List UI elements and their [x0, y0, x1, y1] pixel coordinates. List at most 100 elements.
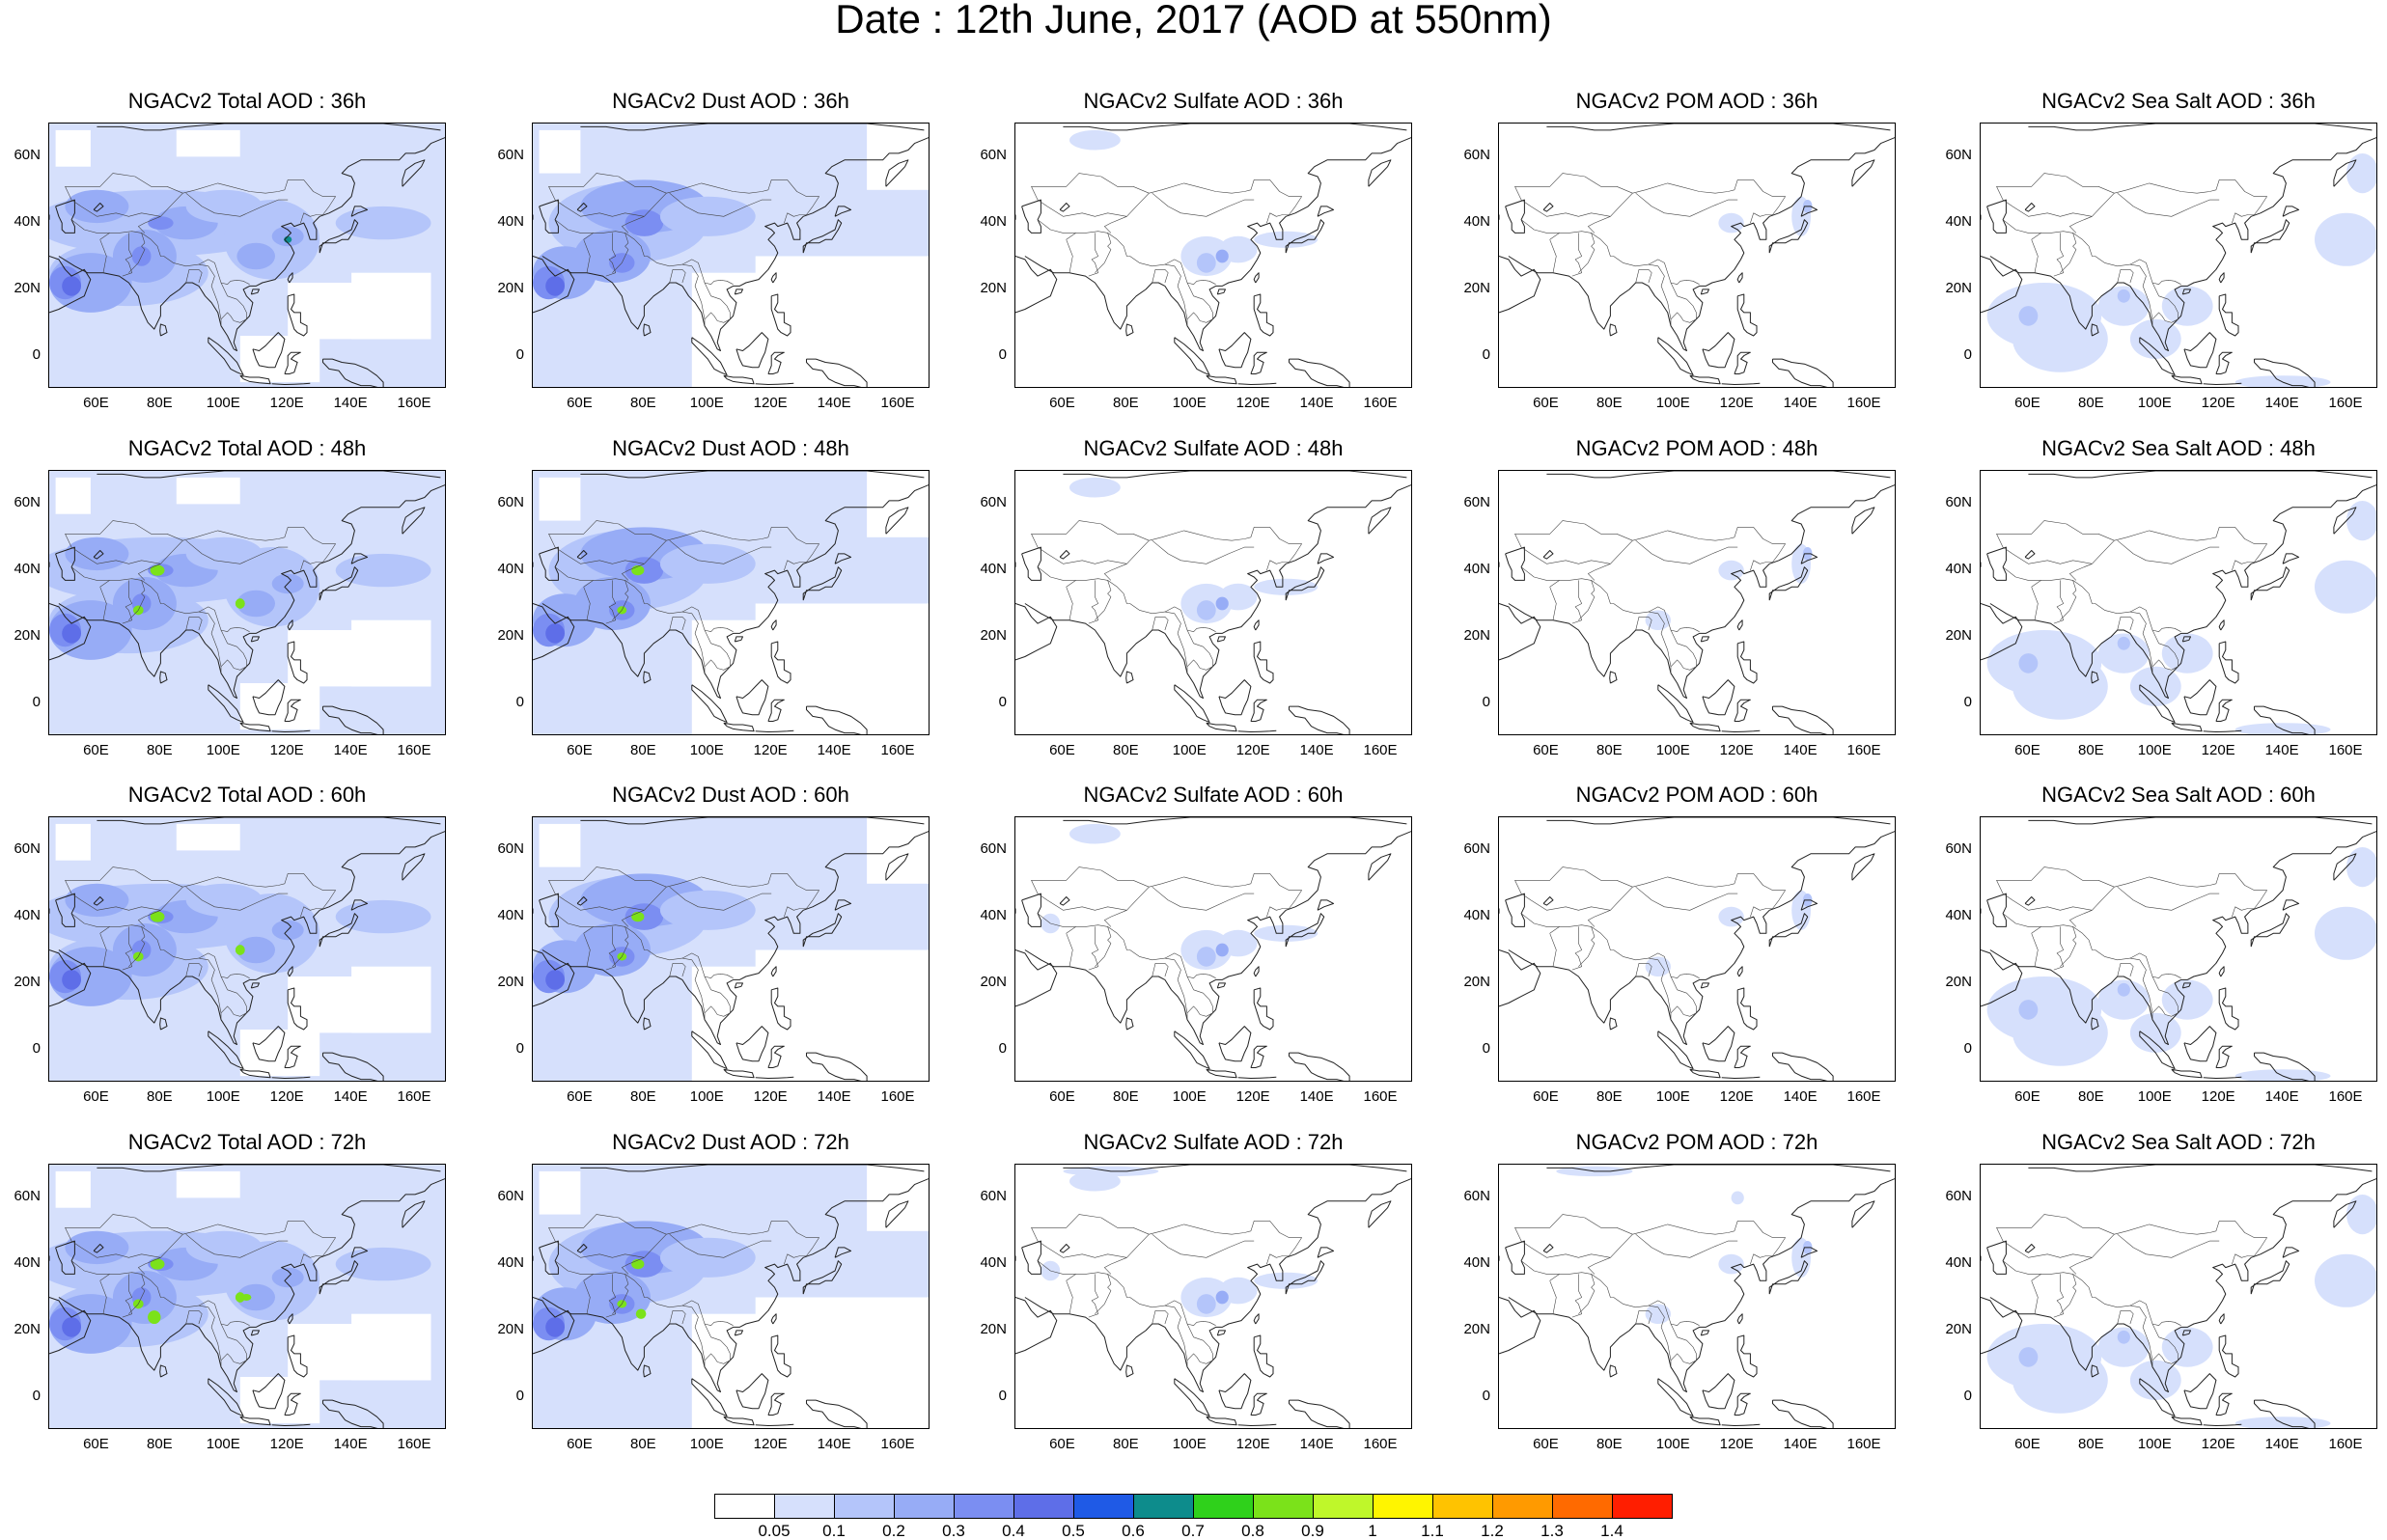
- latitude-label: 60N: [14, 1188, 41, 1205]
- longitude-label: 160E: [1363, 1436, 1398, 1452]
- longitude-label: 100E: [1655, 395, 1690, 411]
- coastline: [1368, 507, 1392, 535]
- country-border: [1588, 216, 1611, 234]
- aod-low-region: [351, 619, 431, 687]
- coastline: [1609, 323, 1618, 337]
- aod-low-region: [239, 683, 320, 730]
- coastline: [802, 1260, 843, 1295]
- coastline: [1772, 1399, 1834, 1428]
- coastline: [208, 684, 244, 724]
- coastline: [284, 351, 301, 374]
- longitude-label: 80E: [630, 1436, 656, 1452]
- coastline: [1689, 1068, 1721, 1079]
- aod-low-region: [867, 1165, 929, 1231]
- aod-low-region: [351, 1313, 431, 1381]
- aod-shaded-region: [2315, 560, 2376, 614]
- country-border: [220, 1323, 247, 1364]
- country-border: [1750, 906, 1770, 918]
- latitude-label: 40N: [1945, 907, 1972, 924]
- coastline: [1721, 729, 1761, 732]
- coastline: [1851, 853, 1875, 881]
- coastline: [643, 323, 652, 337]
- country-border: [1266, 1253, 1287, 1265]
- coastline: [1800, 899, 1818, 911]
- country-border: [300, 906, 320, 918]
- coastline: [1734, 699, 1751, 722]
- country-border: [644, 873, 819, 911]
- country-border: [1996, 173, 2115, 207]
- aod-shaded-region: [236, 242, 275, 270]
- aod-shaded-region: [1069, 823, 1121, 844]
- coastline: [1125, 671, 1134, 684]
- coastline: [239, 1068, 271, 1079]
- country-border: [2060, 926, 2077, 967]
- coastline: [1015, 603, 1058, 661]
- country-border: [1152, 963, 1169, 977]
- colorbar-swatch: [954, 1494, 1014, 1519]
- country-border: [2060, 580, 2077, 620]
- country-border: [1152, 886, 1255, 911]
- country-border: [1037, 219, 1076, 234]
- coastline: [287, 1334, 308, 1378]
- country-border: [612, 926, 629, 967]
- country-border: [2012, 553, 2093, 564]
- country-border: [1571, 1274, 1582, 1318]
- longitude-label: 120E: [269, 742, 304, 758]
- latitude-label: 20N: [1463, 1320, 1490, 1337]
- latitude-label: 40N: [980, 1254, 1007, 1272]
- aod-low-region: [867, 817, 929, 884]
- country-border: [2060, 1274, 2077, 1314]
- coastline: [239, 374, 271, 385]
- country-border: [1635, 886, 1738, 911]
- coastline: [1542, 203, 1554, 212]
- map-panel: NGACv2 POM AOD : 48h 60N 40N 20N 0 60E 80E 100E…: [1450, 431, 1925, 774]
- country-border: [99, 933, 107, 967]
- longitude-label: 140E: [333, 1088, 368, 1105]
- aod-shaded-region: [1218, 583, 1258, 611]
- coastline: [1218, 332, 1252, 369]
- aod-low-region: [351, 966, 431, 1033]
- coastline: [159, 1364, 168, 1378]
- country-border: [1266, 560, 1287, 571]
- coastline: [1772, 705, 1834, 734]
- latitude-label: 20N: [14, 626, 41, 644]
- coastline: [1015, 1297, 1058, 1355]
- country-border: [704, 629, 731, 671]
- aod-low-region: [539, 1170, 581, 1215]
- coastline: [643, 671, 652, 684]
- aod-low-region: [55, 1170, 91, 1208]
- longitude-label: 100E: [689, 1088, 724, 1105]
- country-border: [1635, 617, 1652, 631]
- longitude-label: 160E: [880, 1088, 915, 1105]
- coastline: [2282, 899, 2300, 911]
- country-border: [2012, 1247, 2093, 1258]
- coastline: [319, 219, 359, 254]
- coastline: [287, 1313, 293, 1325]
- aod-shaded-region: [2346, 847, 2376, 888]
- country-border: [99, 587, 107, 620]
- latitude-label: 60N: [1945, 840, 1972, 858]
- country-border: [1578, 233, 1596, 273]
- coastline: [2091, 671, 2099, 684]
- longitude-label: 120E: [1235, 1436, 1270, 1452]
- coastline: [1609, 671, 1618, 684]
- coastline: [1700, 289, 1709, 295]
- colorbar-swatch: [714, 1494, 775, 1519]
- coastline: [1734, 1045, 1751, 1068]
- coastline: [755, 382, 794, 385]
- country-border: [583, 578, 734, 632]
- coastline: [1986, 546, 2007, 581]
- coastline: [2183, 1026, 2217, 1062]
- map-frame: [1498, 123, 1896, 388]
- colorbar-tick-label: 1.2: [1481, 1522, 1504, 1540]
- country-border: [1520, 219, 1560, 234]
- longitude-label: 160E: [1363, 1088, 1398, 1105]
- coastline: [55, 1240, 75, 1275]
- coastline: [1772, 358, 1834, 387]
- longitude-label: 60E: [2014, 1436, 2040, 1452]
- coastline: [2250, 1260, 2290, 1295]
- country-border: [1104, 1257, 1127, 1275]
- country-border: [1635, 1310, 1652, 1325]
- map-panel: NGACv2 Sulfate AOD : 72h 60N 40N 20N 0 60E 80E…: [966, 1125, 1441, 1468]
- coastline: [350, 553, 369, 564]
